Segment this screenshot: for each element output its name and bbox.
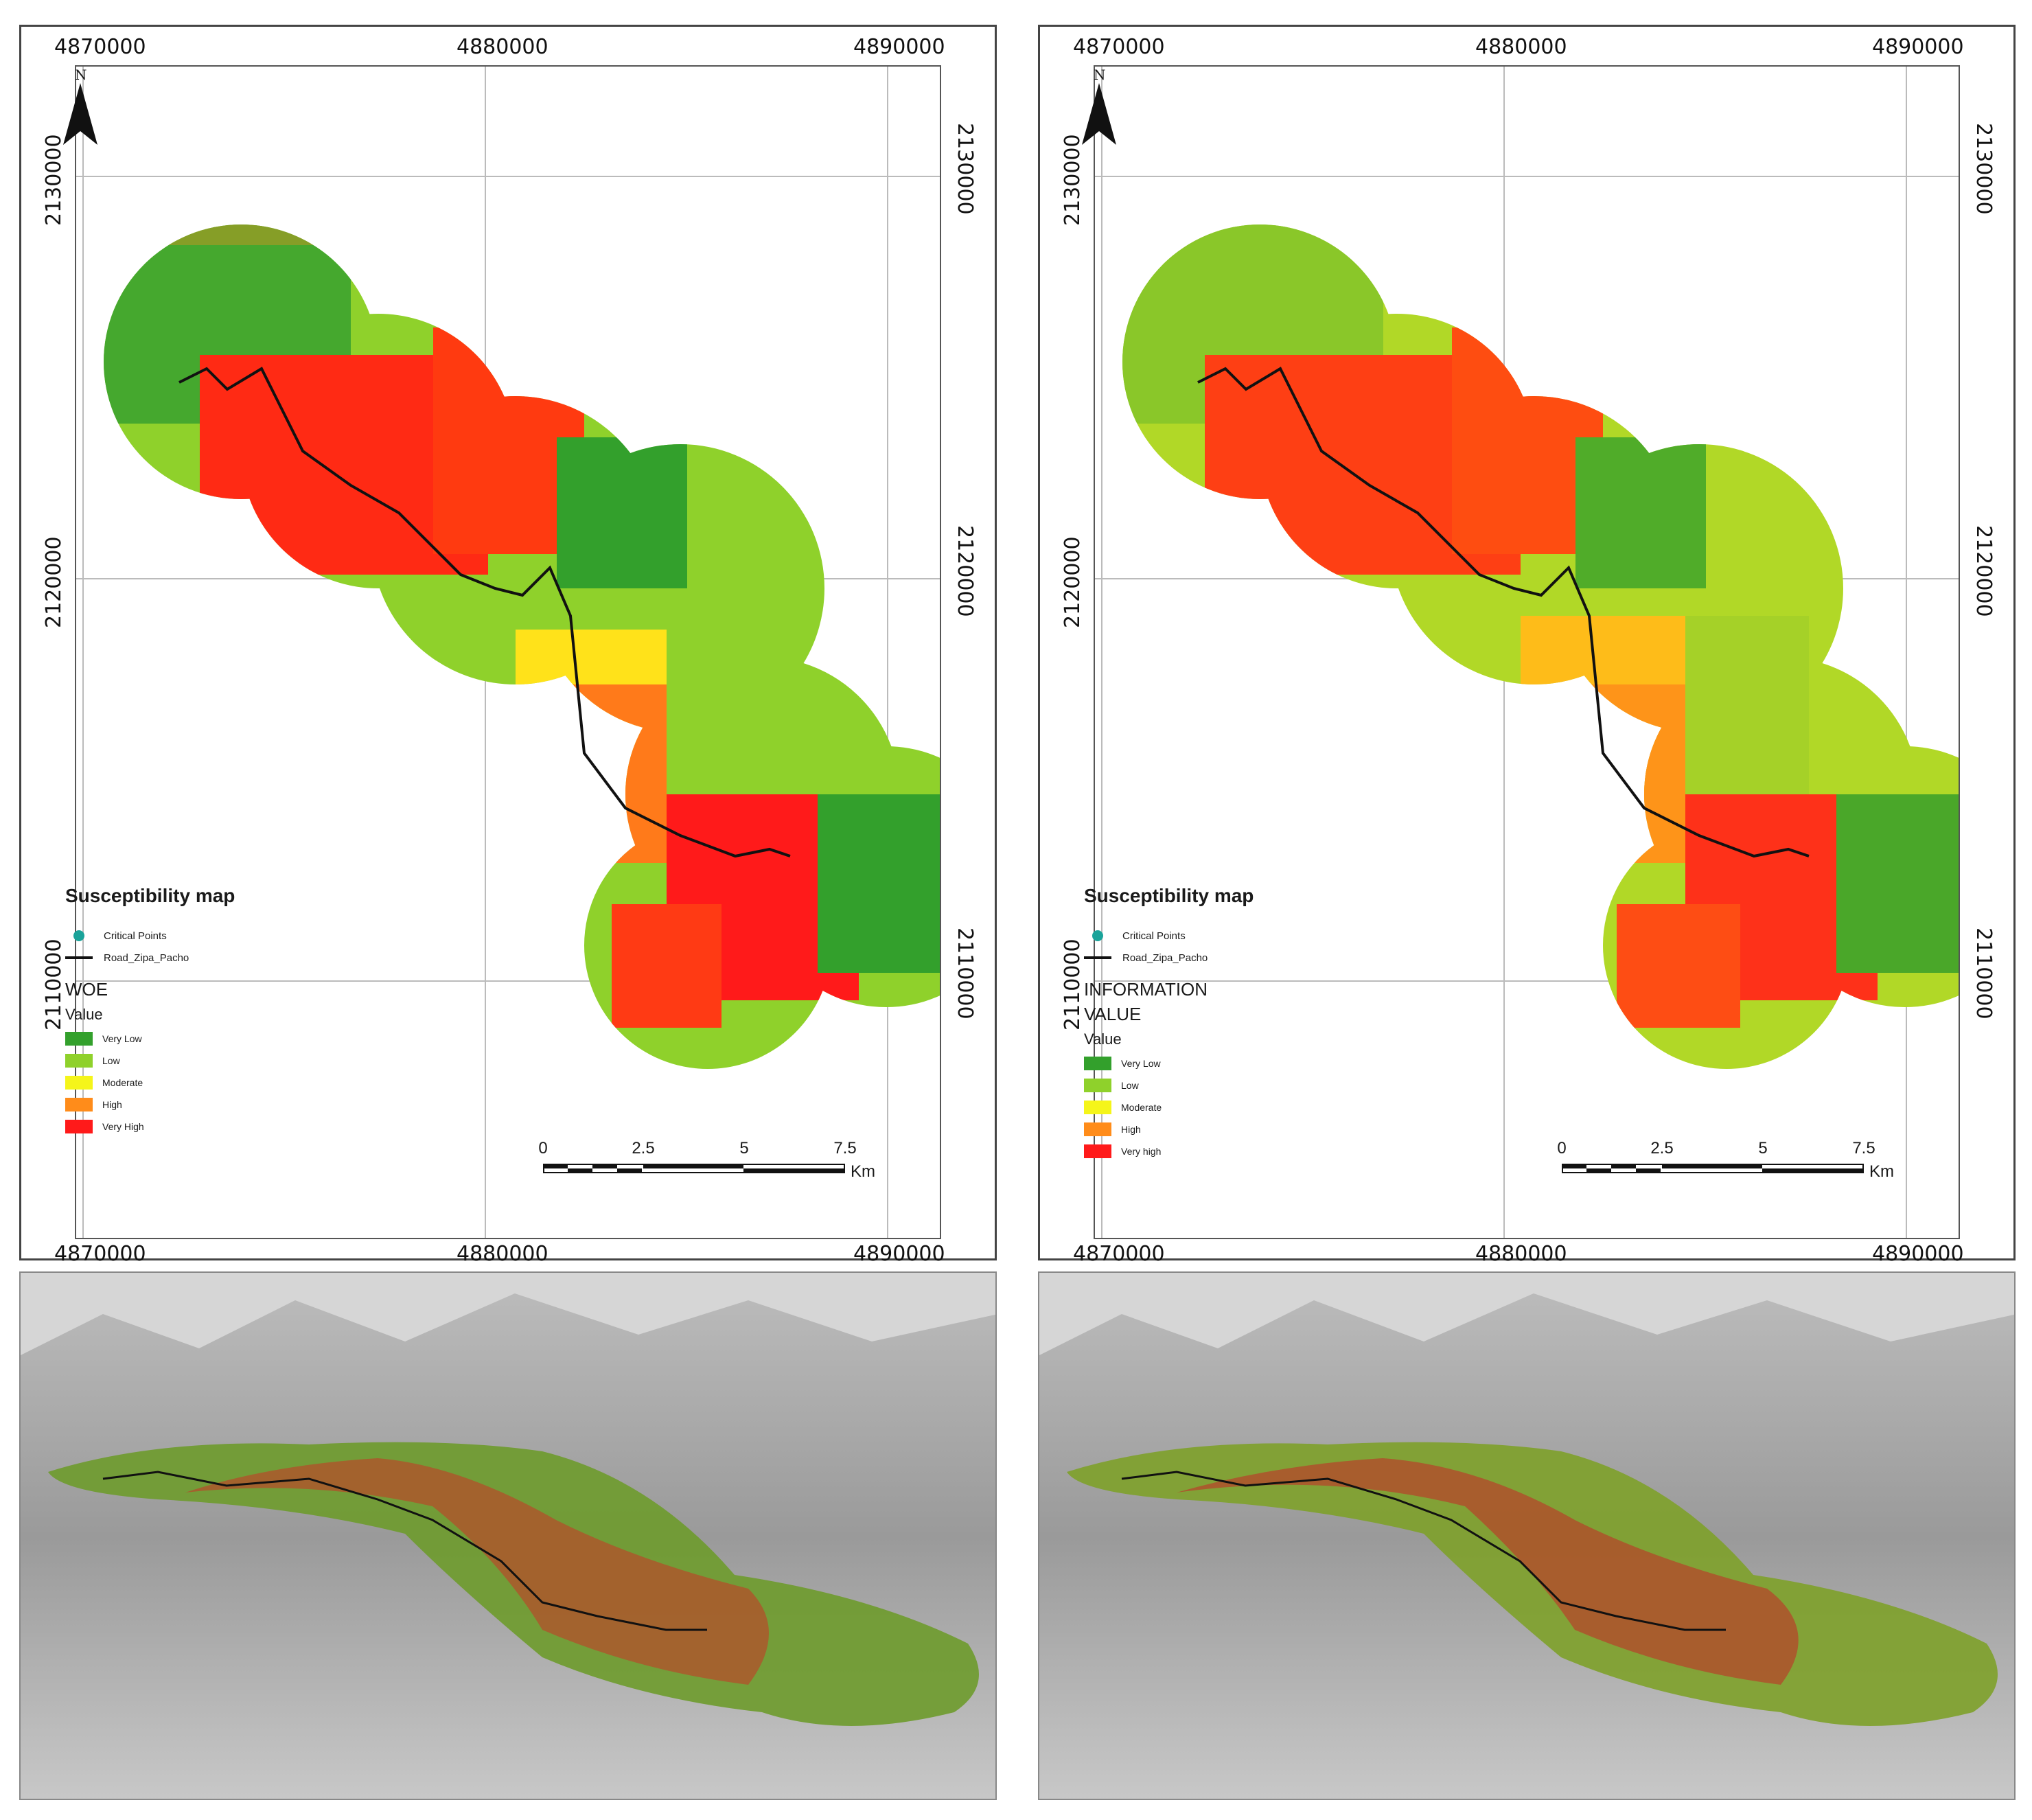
scalebar-bar (543, 1164, 845, 1173)
legend-critical-points: Critical Points (1084, 925, 1565, 947)
y-tick-right-1: 2130000 (1972, 123, 1996, 215)
scalebar-bar (1562, 1164, 1864, 1173)
woe-scalebar: 0 2.5 5 7.5 Km (538, 1139, 900, 1187)
x-tick-bottom-2: 4880000 (1475, 1242, 1567, 1266)
north-arrow-icon: N (1078, 67, 1120, 145)
y-tick-right-2: 2120000 (1972, 525, 1996, 617)
north-arrow-icon: N (60, 67, 101, 145)
x-tick-bottom-3: 4890000 (1872, 1242, 1964, 1266)
y-tick-left-3: 2110000 (42, 938, 66, 1030)
y-tick-right-2: 2120000 (953, 525, 977, 617)
scalebar-unit: Km (851, 1162, 875, 1181)
scalebar-tick-1: 2.5 (1650, 1139, 1674, 1157)
road-label: Road_Zipa_Pacho (104, 952, 189, 964)
legend-title: Susceptibility map (65, 885, 235, 906)
woe-map-frame (75, 65, 941, 1239)
x-tick-bottom-3: 4890000 (853, 1242, 945, 1266)
y-tick-right-3: 2110000 (953, 928, 977, 1020)
x-tick-bottom-1: 4870000 (54, 1242, 146, 1266)
x-tick-top-2: 4880000 (1475, 35, 1567, 59)
woe-3d-terrain-view (19, 1271, 997, 1800)
y-tick-right-1: 2130000 (953, 123, 977, 215)
legend-class-moderate: Moderate (1084, 1096, 1565, 1118)
road-line-icon (65, 951, 93, 965)
legend-value-label: Value (1084, 1030, 1122, 1048)
iv-3d-terrain-view (1038, 1271, 2016, 1800)
legend-road: Road_Zipa_Pacho (1084, 947, 1565, 969)
y-tick-left-2: 2120000 (42, 536, 66, 628)
legend-class-high: High (65, 1094, 546, 1116)
legend-critical-points: Critical Points (65, 925, 546, 947)
scalebar-unit: Km (1869, 1162, 1894, 1181)
y-tick-right-3: 2110000 (1972, 928, 1996, 1020)
x-tick-bottom-1: 4870000 (1073, 1242, 1165, 1266)
iv-legend: Susceptibility map Critical Points Road_… (1084, 885, 1565, 1162)
scalebar-tick-0: 0 (538, 1139, 548, 1157)
scalebar-tick-0: 0 (1557, 1139, 1567, 1157)
y-tick-left-2: 2120000 (1061, 536, 1085, 628)
legend-class-very-high: Very High (65, 1116, 546, 1138)
critical-point-icon (65, 929, 93, 943)
x-tick-top-3: 4890000 (853, 35, 945, 59)
iv-map-panel: 4870000 4880000 4890000 4870000 4880000 … (1038, 25, 2016, 1266)
legend-class-very-low: Very Low (1084, 1052, 1565, 1074)
legend-class-very-high: Very high (1084, 1140, 1565, 1162)
x-tick-top-3: 4890000 (1872, 35, 1964, 59)
legend-value-label: Value (65, 1006, 103, 1023)
road-line-icon (1084, 951, 1111, 965)
woe-map-panel: 4870000 4880000 4890000 4870000 4880000 … (19, 25, 997, 1266)
legend-title: Susceptibility map (1084, 885, 1254, 906)
x-tick-bottom-2: 4880000 (457, 1242, 549, 1266)
scalebar-tick-1: 2.5 (632, 1139, 655, 1157)
legend-class-low: Low (1084, 1074, 1565, 1096)
legend-class-very-low: Very Low (65, 1028, 546, 1050)
iv-road-line (1197, 367, 1810, 858)
north-letter: N (75, 67, 87, 83)
legend-method: INFORMATION VALUE (1084, 979, 1208, 1024)
iv-scalebar: 0 2.5 5 7.5 Km (1557, 1139, 1919, 1187)
x-tick-top-2: 4880000 (457, 35, 549, 59)
woe-legend: Susceptibility map Critical Points Road_… (65, 885, 546, 1138)
x-tick-top-1: 4870000 (1073, 35, 1165, 59)
woe-susceptibility-map (76, 67, 940, 1238)
scalebar-tick-3: 7.5 (833, 1139, 857, 1157)
woe-road-line (178, 367, 791, 858)
scalebar-tick-3: 7.5 (1852, 1139, 1875, 1157)
legend-method: WOE (65, 979, 108, 1000)
legend-class-low: Low (65, 1050, 546, 1072)
iv-map-frame (1094, 65, 1960, 1239)
scalebar-tick-2: 5 (1758, 1139, 1768, 1157)
x-tick-top-1: 4870000 (54, 35, 146, 59)
critical-points-label: Critical Points (104, 930, 167, 942)
iv-susceptibility-map (1095, 67, 1959, 1238)
y-tick-left-3: 2110000 (1061, 938, 1085, 1030)
legend-class-moderate: Moderate (65, 1072, 546, 1094)
north-letter: N (1094, 67, 1106, 83)
scalebar-tick-2: 5 (739, 1139, 749, 1157)
legend-road: Road_Zipa_Pacho (65, 947, 546, 969)
road-label: Road_Zipa_Pacho (1122, 952, 1208, 964)
critical-point-icon (1084, 929, 1111, 943)
critical-points-label: Critical Points (1122, 930, 1186, 942)
legend-class-high: High (1084, 1118, 1565, 1140)
